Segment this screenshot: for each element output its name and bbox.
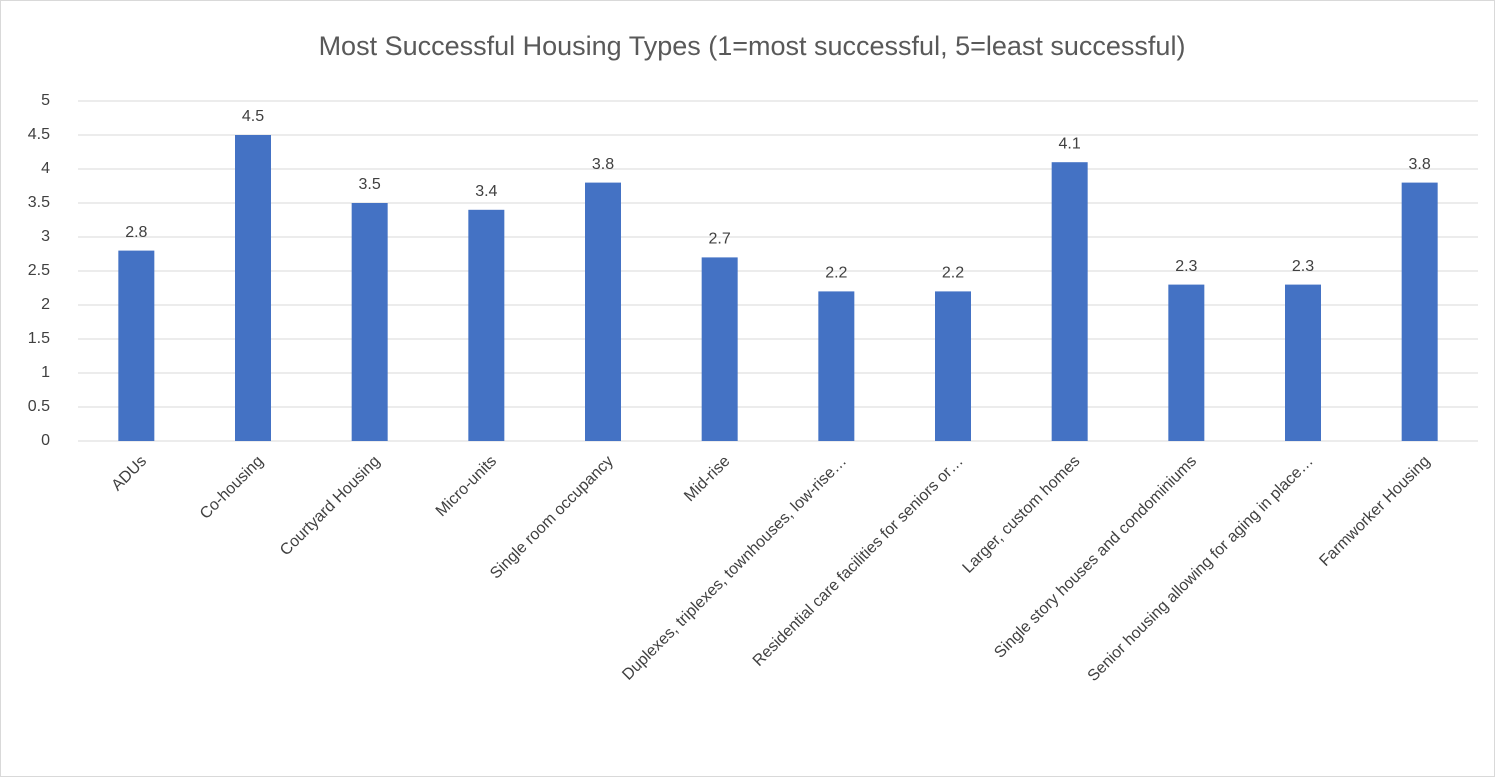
bar	[235, 135, 271, 441]
data-label: 2.3	[1175, 258, 1197, 275]
data-label: 3.8	[592, 156, 614, 173]
y-tick-label: 5	[41, 92, 50, 109]
bar	[818, 291, 855, 441]
y-tick-label: 0.5	[28, 398, 50, 415]
bar	[585, 182, 621, 441]
y-tick-label: 4	[41, 160, 50, 177]
y-tick-label: 0	[41, 432, 50, 449]
data-label: 3.4	[475, 183, 497, 200]
y-tick-label: 4.5	[28, 126, 50, 143]
y-tick-label: 3.5	[28, 194, 50, 211]
chart-title: Most Successful Housing Types (1=most su…	[319, 31, 1186, 61]
data-label: 2.2	[825, 265, 847, 282]
bar	[701, 257, 738, 441]
bar	[1285, 284, 1321, 441]
data-label: 3.5	[359, 176, 381, 193]
data-label: 2.2	[942, 265, 964, 282]
data-label: 4.1	[1059, 135, 1081, 152]
y-tick-label: 2	[41, 296, 50, 313]
bar	[118, 250, 155, 441]
bar	[1051, 162, 1088, 441]
data-label: 2.7	[709, 231, 731, 248]
data-label: 3.8	[1409, 156, 1431, 173]
bar	[1168, 284, 1205, 441]
data-label: 4.5	[242, 108, 264, 125]
bar	[468, 209, 505, 441]
bar	[1401, 182, 1438, 441]
bar	[935, 291, 971, 441]
y-tick-label: 1	[41, 364, 50, 381]
y-tick-label: 2.5	[28, 262, 50, 279]
y-tick-label: 1.5	[28, 330, 50, 347]
bar	[351, 203, 388, 441]
data-label: 2.3	[1292, 258, 1314, 275]
data-label: 2.8	[125, 224, 147, 241]
y-tick-label: 3	[41, 228, 50, 245]
